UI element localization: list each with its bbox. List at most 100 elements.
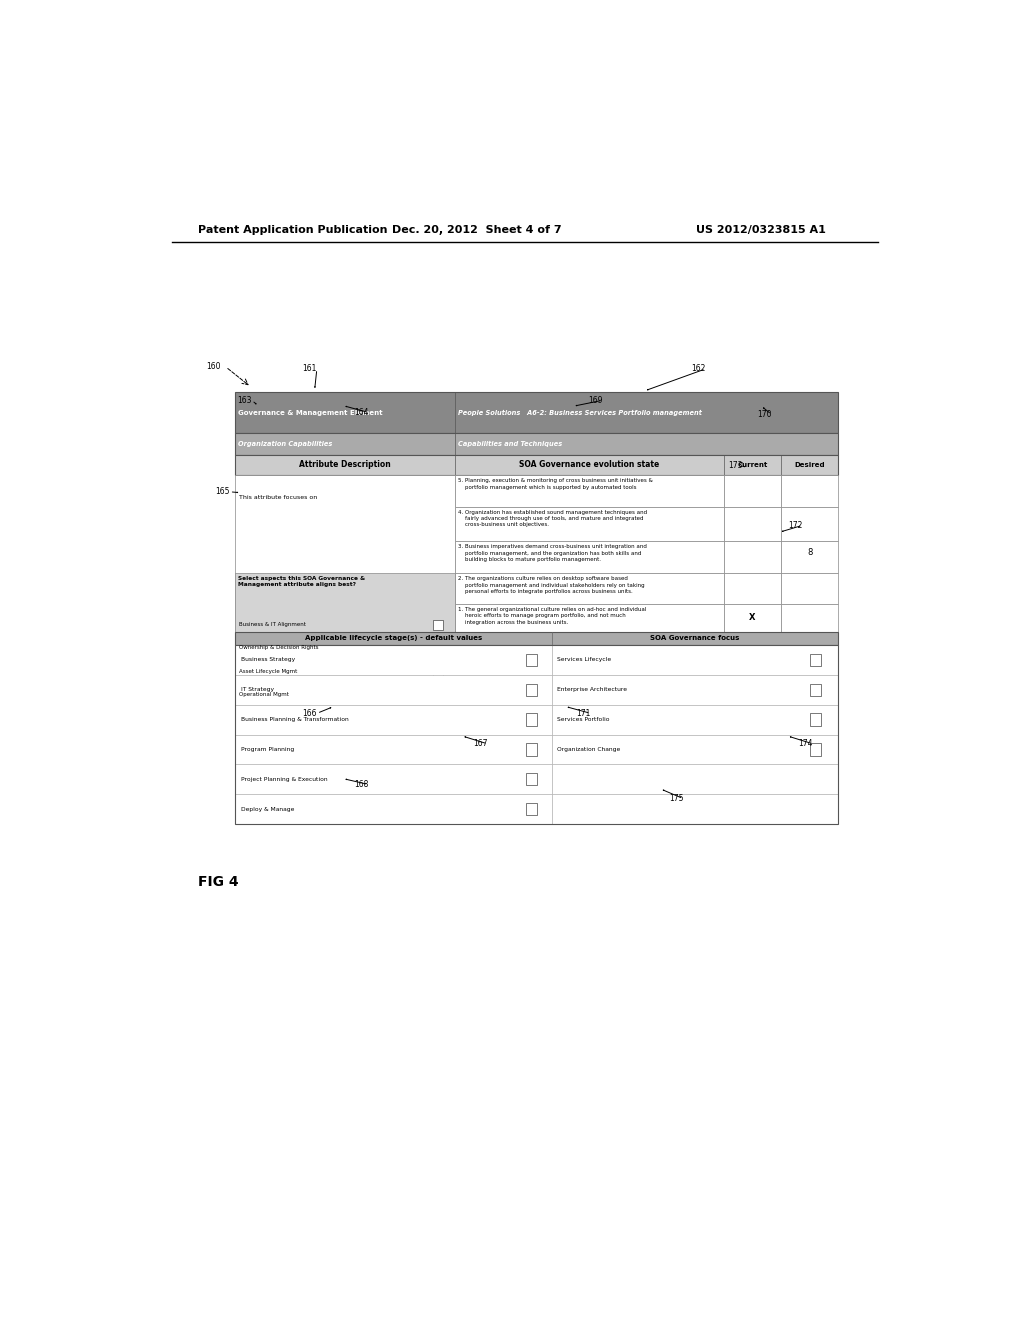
Bar [526,743,538,755]
Bar [781,541,839,573]
Bar [552,675,839,705]
Text: Patent Application Publication: Patent Application Publication [198,224,387,235]
Bar [236,645,552,675]
Bar [456,603,724,632]
Bar [781,475,839,507]
Bar [810,714,821,726]
Bar [433,690,442,700]
Text: This attribute focuses on: This attribute focuses on [240,495,317,500]
Text: Current: Current [737,462,768,469]
Bar [552,795,839,824]
Text: Attribute Description: Attribute Description [299,461,391,470]
Bar [810,653,821,665]
Bar [433,667,442,677]
Text: US 2012/0323815 A1: US 2012/0323815 A1 [696,224,826,235]
Text: X: X [750,614,756,622]
Text: 171: 171 [577,709,591,718]
Text: 174: 174 [799,739,813,748]
Text: Organization Capabilities: Organization Capabilities [239,441,333,447]
Text: Select aspects this SOA Governance &
Management attribute aligns best?: Select aspects this SOA Governance & Man… [239,577,366,587]
Text: 170: 170 [758,411,772,418]
Text: Ownership & Decision Rights: Ownership & Decision Rights [240,645,318,651]
Bar [526,653,538,665]
Bar [526,803,538,816]
Text: 160: 160 [206,362,220,371]
Text: Project Planning & Execution: Project Planning & Execution [241,777,328,781]
Text: People Solutions   A6-2: Business Services Portfolio management: People Solutions A6-2: Business Services… [459,409,702,416]
Bar [781,573,839,603]
Text: Operational Mgmt: Operational Mgmt [240,692,289,697]
Text: 163: 163 [238,396,252,405]
Bar [552,645,839,675]
Text: 5. Planning, execution & monitoring of cross business unit initiatives &
    por: 5. Planning, execution & monitoring of c… [459,478,653,490]
Bar [236,645,839,824]
Text: FIG 4: FIG 4 [198,875,239,888]
Text: Business & IT Alignment: Business & IT Alignment [240,622,306,627]
Bar [236,764,552,795]
Bar [456,507,724,541]
Text: 1. The general organizational culture relies on ad-hoc and individual
    heroic: 1. The general organizational culture re… [459,607,647,624]
Text: Services Lifecycle: Services Lifecycle [557,657,611,663]
Text: SOA Governance evolution state: SOA Governance evolution state [519,461,659,470]
Bar [724,475,781,507]
Text: Asset Lifecycle Mgmt: Asset Lifecycle Mgmt [240,669,297,673]
Text: SOA Governance focus: SOA Governance focus [650,635,739,642]
Text: 169: 169 [588,396,603,405]
Text: 166: 166 [303,709,317,718]
Text: 167: 167 [473,739,487,748]
Text: 165: 165 [215,487,229,496]
Text: Capabilities and Techniques: Capabilities and Techniques [459,441,563,447]
Bar [236,433,839,455]
Text: 161: 161 [303,364,317,374]
Text: Deploy & Manage: Deploy & Manage [241,807,294,812]
Bar [552,734,839,764]
Text: Program Planning: Program Planning [241,747,294,752]
Bar [236,705,552,734]
Bar [456,541,724,573]
Bar [236,392,839,433]
Bar [526,684,538,696]
Bar [236,573,456,632]
Text: 173: 173 [728,461,742,470]
Bar [236,675,552,705]
Text: 162: 162 [691,364,706,374]
Text: Organization Change: Organization Change [557,747,621,752]
Text: 3. Business imperatives demand cross-business unit integration and
    portfolio: 3. Business imperatives demand cross-bus… [459,544,647,562]
Text: Applicable lifecycle stage(s) - default values: Applicable lifecycle stage(s) - default … [305,635,482,642]
Bar [724,603,781,632]
Bar [552,764,839,795]
Bar [724,573,781,603]
Text: Services Portfolio: Services Portfolio [557,717,610,722]
Bar [456,475,724,507]
Text: Governance & Management Element: Governance & Management Element [239,409,383,416]
Text: 8: 8 [807,548,812,557]
Text: Business Strategy: Business Strategy [241,657,295,663]
Bar [526,714,538,726]
Text: Dec. 20, 2012  Sheet 4 of 7: Dec. 20, 2012 Sheet 4 of 7 [392,224,562,235]
Bar [236,734,552,764]
Bar [724,507,781,541]
Bar [724,541,781,573]
Bar [781,507,839,541]
Text: IT Strategy: IT Strategy [241,688,273,692]
Text: 164: 164 [354,408,369,417]
Bar [456,573,724,603]
Bar [552,705,839,734]
Bar [433,643,442,653]
Bar [236,455,839,475]
Bar [810,743,821,755]
Bar [810,684,821,696]
Bar [236,475,456,632]
Text: 168: 168 [354,780,369,789]
Bar [781,603,839,632]
Text: Business Planning & Transformation: Business Planning & Transformation [241,717,348,722]
Bar [236,795,552,824]
Bar [526,774,538,785]
Text: 4. Organization has established sound management techniques and
    fairly advan: 4. Organization has established sound ma… [459,510,647,528]
Text: 2. The organizations culture relies on desktop software based
    portfolio mana: 2. The organizations culture relies on d… [459,577,645,594]
Text: Enterprise Architecture: Enterprise Architecture [557,688,628,692]
Bar [433,620,442,630]
Text: 175: 175 [670,795,684,804]
Bar [236,632,839,645]
Text: Desired: Desired [795,462,825,469]
